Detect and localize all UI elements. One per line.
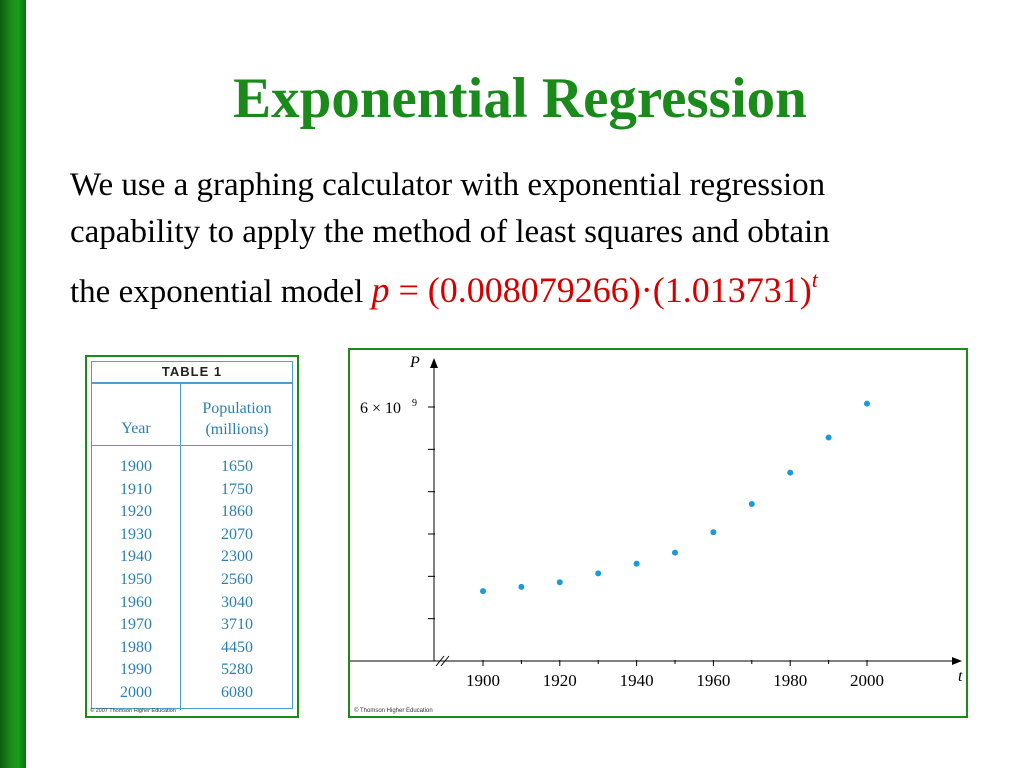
table-cell-year: 1920	[120, 503, 152, 521]
y-tick-label-exponent: 9	[412, 398, 417, 409]
model-formula: p = (0.008079266)·(1.013731)t	[371, 267, 818, 310]
data-point	[672, 549, 678, 556]
table-cell-population: 2560	[221, 570, 253, 588]
table-title-rule	[92, 382, 292, 384]
table-cell-population: 6080	[221, 683, 253, 701]
population-chart: 6 × 10 9 1900 1920 1940 1960 1980 2000 t P	[350, 354, 963, 690]
column-header-population: Population (millions)	[180, 398, 294, 440]
sidebar-accent-bar	[0, 0, 26, 768]
y-axis-arrow	[430, 358, 438, 368]
data-point	[787, 469, 794, 476]
population-table-figure: TABLE 1 Year Population (millions) 1900 1…	[85, 355, 299, 718]
data-point	[556, 579, 563, 586]
column-header-population-line1: Population	[202, 400, 272, 417]
body-line-2: capability to apply the method of least …	[70, 214, 830, 250]
population-chart-figure: 6 × 10 9 1900 1920 1940 1960 1980 2000 t P © Thom…	[348, 348, 968, 718]
data-point	[825, 434, 832, 441]
table-cell-year: 1990	[120, 661, 152, 679]
table-cell-year: 1940	[120, 548, 152, 566]
data-point	[595, 570, 602, 577]
table-cell-year: 1910	[120, 480, 152, 498]
table-cell-population: 1860	[221, 503, 253, 521]
table-cell-year: 1980	[120, 638, 152, 656]
formula-exponent: t	[811, 267, 818, 292]
body-line-1: We use a graphing calculator with expone…	[70, 167, 826, 203]
x-axis-label: t	[958, 668, 963, 685]
table-cell-year: 1900	[120, 458, 152, 475]
x-axis-arrow	[952, 657, 962, 665]
table-title: TABLE 1	[161, 364, 223, 379]
x-tick-label: 1980	[773, 671, 807, 690]
chart-copyright: © Thomson Higher Education	[354, 708, 433, 714]
table-cell-population: 3710	[221, 616, 253, 634]
table-cell-year: 1950	[120, 570, 152, 588]
table-cell-population: 3040	[221, 593, 253, 611]
table-copyright: © 2007 Thomson Higher Education	[90, 708, 176, 714]
body-line-3: the exponential model	[70, 274, 372, 310]
table-cell-population: 5280	[221, 661, 253, 679]
y-tick-label: 6 × 10	[360, 400, 401, 417]
year-column: 1900 1910 1920 1930 1940 1950 1960 1970 1980 1990…	[92, 456, 180, 705]
x-tick-label: 1900	[466, 671, 500, 690]
data-point	[633, 560, 640, 567]
table-cell-population: 1650	[221, 458, 253, 475]
data-point	[518, 583, 525, 590]
axis-break-mark	[435, 655, 445, 667]
population-column: 1650 1750 1860 2070 2300 2560 3040 3710 4450 5280…	[180, 456, 294, 705]
axis-break-mark	[440, 655, 450, 667]
table-cell-population: 2300	[221, 548, 253, 566]
column-header-year: Year	[121, 420, 151, 437]
x-tick-label: 2000	[850, 671, 884, 690]
table-column-divider	[180, 382, 181, 710]
table-cell-year: 1960	[120, 593, 152, 611]
table-cell-year: 1970	[120, 616, 152, 634]
column-header-population-line2: (millions)	[205, 421, 269, 438]
data-point	[864, 400, 870, 407]
data-point	[748, 500, 755, 507]
table-cell-year: 1930	[120, 525, 152, 543]
population-table: TABLE 1 Year Population (millions) 1900 1…	[91, 361, 294, 710]
x-tick-label: 1920	[543, 671, 577, 690]
formula-variable: p	[371, 270, 390, 310]
formula-rhs: = (0.008079266)·(1.013731)	[389, 270, 812, 310]
x-tick-label: 1960	[696, 671, 730, 690]
data-point	[480, 588, 486, 595]
slide-title: Exponential Regression	[233, 67, 807, 130]
table-header-rule	[92, 445, 292, 446]
body-text: We use a graphing calculator with expone…	[70, 162, 1000, 316]
table-cell-population: 2070	[221, 525, 253, 543]
data-point	[710, 529, 717, 536]
x-tick-label: 1940	[620, 671, 654, 690]
table-cell-population: 1750	[221, 480, 253, 498]
y-axis-label: P	[409, 354, 420, 371]
table-cell-population: 4450	[221, 638, 253, 656]
table-cell-year: 2000	[120, 683, 152, 701]
